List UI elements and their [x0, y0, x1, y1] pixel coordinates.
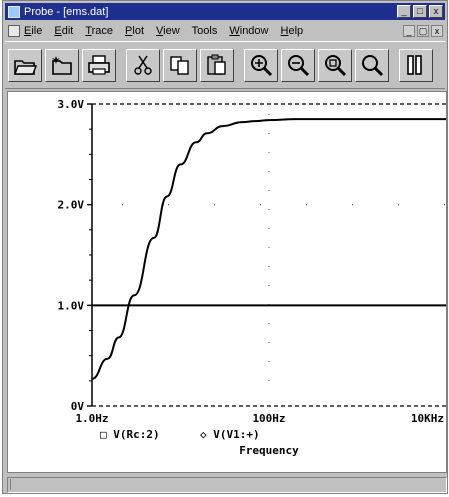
menu-window[interactable]: Window [229, 24, 269, 37]
probe-app-icon[interactable] [8, 5, 20, 18]
toolbar [5, 41, 445, 89]
legend-entry-v-rc2: □ V(Rc:2) [100, 428, 160, 441]
zoom-fit-button[interactable] [355, 48, 389, 82]
minimize-button[interactable]: _ [397, 5, 411, 18]
grid [92, 103, 446, 407]
menu-tools[interactable]: Tools [191, 24, 218, 37]
copy-icon [170, 56, 189, 75]
close-button[interactable]: x [429, 5, 443, 18]
menu-plot[interactable]: Plot [125, 24, 145, 37]
doc-minimize-button[interactable]: _ [403, 24, 415, 37]
paste-icon [207, 54, 226, 75]
x-axis-label: Frequency [239, 444, 299, 457]
frequency-response-chart: 0V 1.0V 2.0V 3.0V 1.0Hz 100Hz 10KHz □ V(Rc:2)… [58, 98, 446, 457]
open-file-button[interactable] [8, 48, 42, 82]
zoom-area-icon [325, 55, 347, 77]
new-file-button[interactable] [45, 48, 79, 82]
maximize-button[interactable]: □ [413, 5, 427, 18]
copy-button[interactable] [163, 48, 197, 82]
title-bar[interactable]: Probe - [ems.dat] _ □ x [5, 3, 445, 20]
open-file-icon [13, 60, 38, 75]
menu-view[interactable]: View [156, 24, 180, 37]
y-tick-label: 3.0V [58, 98, 85, 111]
panel-icon [407, 55, 422, 75]
menu-edit[interactable]: Edit [54, 24, 74, 37]
zoom-out-button[interactable] [281, 48, 315, 82]
zoom-fit-icon [362, 55, 384, 77]
new-file-icon [52, 56, 72, 75]
cut-button[interactable] [126, 48, 160, 82]
menu-file[interactable]: Eile [24, 24, 43, 37]
status-cell [10, 479, 15, 490]
x-tick-label: 1.0Hz [75, 412, 108, 425]
panel-button[interactable] [399, 48, 433, 82]
zoom-in-button[interactable] [244, 48, 278, 82]
y-tick-label: 1.0V [58, 299, 85, 312]
status-bar [7, 477, 447, 493]
doc-restore-button[interactable]: ▢ [417, 24, 429, 37]
legend-entry-v-v1: ◇ V(V1:+) [200, 428, 260, 441]
print-icon [88, 55, 110, 75]
plot-area[interactable]: 0V 1.0V 2.0V 3.0V 1.0Hz 100Hz 10KHz □ V(Rc:2)… [7, 91, 447, 473]
zoom-out-icon [288, 55, 310, 77]
menu-bar: Eile Edit Trace Plot View Tools Window H… [5, 22, 445, 39]
y-tick-label: 2.0V [58, 199, 85, 212]
menu-trace[interactable]: Trace [85, 24, 114, 37]
zoom-area-button[interactable] [318, 48, 352, 82]
x-tick-labels: 1.0Hz 100Hz 10KHz [75, 412, 444, 425]
print-button[interactable] [82, 48, 116, 82]
zoom-in-icon [251, 55, 273, 77]
y-tick-labels: 0V 1.0V 2.0V 3.0V [58, 98, 92, 413]
cut-icon [134, 55, 152, 75]
x-tick-label: 10KHz [411, 412, 444, 425]
doc-close-button[interactable]: x [431, 24, 443, 37]
series-line-v-rc2 [91, 118, 446, 380]
menu-help[interactable]: Help [280, 24, 304, 37]
y-tick-label: 0V [71, 400, 85, 413]
window-title: Probe - [ems.dat] [24, 5, 109, 18]
document-icon[interactable] [8, 24, 20, 37]
paste-button[interactable] [200, 48, 234, 82]
x-tick-label: 100Hz [252, 412, 285, 425]
